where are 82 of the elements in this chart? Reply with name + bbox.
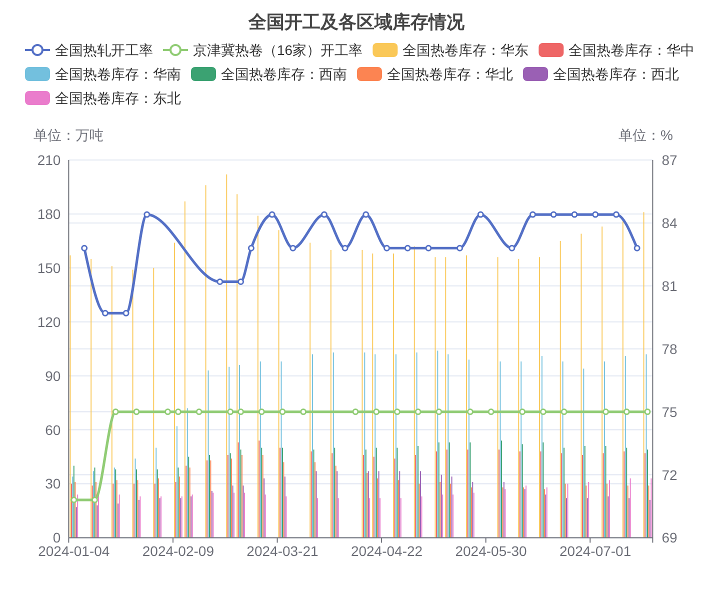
legend-label: 全国热卷库存：西北 — [553, 66, 679, 82]
chart-title: 全国开工及各区域库存情况 — [248, 12, 466, 32]
y-tick-label: 180 — [37, 206, 61, 222]
point — [488, 408, 494, 416]
point — [404, 244, 411, 252]
point — [102, 310, 108, 316]
y-tick-label: 120 — [37, 314, 61, 330]
y-tick-label: 0 — [52, 530, 61, 546]
y2-tick-label: 78 — [662, 340, 678, 357]
legend-label: 京津冀热卷（16家）开工率 — [193, 42, 363, 58]
point — [477, 211, 484, 218]
point — [342, 244, 348, 252]
point — [508, 244, 516, 252]
x-tick-label: 2024-04-22 — [350, 543, 423, 559]
point — [133, 408, 140, 416]
point — [258, 408, 265, 416]
point — [530, 211, 536, 218]
point — [196, 408, 202, 416]
point — [612, 211, 620, 218]
legend-label: 全国热卷库存：华中 — [568, 42, 695, 58]
y2-tick-label: 87 — [662, 152, 678, 168]
legend-label: 全国热卷库存：西南 — [221, 66, 347, 82]
y2-tick-label: 84 — [662, 214, 678, 231]
point — [436, 408, 442, 416]
point — [623, 408, 630, 416]
y2-tick-label: 69 — [662, 530, 678, 546]
y2-tick-label: 72 — [662, 466, 678, 483]
point — [602, 408, 610, 416]
point — [216, 278, 224, 285]
point — [238, 278, 244, 285]
point — [112, 408, 119, 416]
y-tick-label: 150 — [37, 260, 61, 276]
point — [634, 244, 640, 252]
legend-label: 全国热卷库存：华东 — [402, 42, 529, 58]
y-tick-label: 90 — [45, 368, 61, 384]
point — [362, 211, 370, 218]
point — [122, 310, 130, 316]
point — [268, 211, 276, 218]
y-tick-label: 210 — [37, 152, 61, 168]
y2-tick-label: 81 — [662, 278, 678, 294]
point — [279, 408, 286, 416]
point — [519, 408, 526, 416]
point — [571, 211, 578, 218]
y2-tick-label: 75 — [662, 404, 678, 420]
point — [425, 244, 432, 252]
y-tick-label: 30 — [45, 476, 61, 492]
point — [164, 408, 172, 416]
legend-label: 全国热卷库存：华南 — [55, 66, 181, 82]
y2-axis-title: 单位：% — [618, 127, 673, 143]
point — [290, 244, 296, 252]
point — [92, 496, 98, 504]
point — [300, 408, 307, 416]
point — [560, 408, 568, 416]
x-tick-label: 2024-01-04 — [38, 543, 110, 559]
point — [227, 408, 234, 416]
point — [373, 408, 380, 416]
x-tick-label: 2024-05-30 — [455, 543, 528, 559]
legend-label: 全国热卷库存：华北 — [387, 66, 513, 82]
x-tick-label: 2024-02-09 — [142, 543, 214, 559]
point — [320, 211, 328, 218]
x-tick-label: 2024-03-21 — [246, 543, 318, 559]
point — [174, 408, 182, 416]
point — [352, 408, 359, 416]
y-axis-title: 单位：万吨 — [34, 127, 104, 143]
legend-label: 全国热卷库存：东北 — [55, 90, 181, 106]
point — [394, 408, 400, 416]
point — [384, 244, 390, 252]
point — [644, 408, 651, 416]
x-tick-label: 2024-07-01 — [560, 543, 632, 559]
point — [248, 244, 254, 252]
point — [238, 408, 244, 416]
point — [144, 211, 150, 218]
point — [81, 244, 88, 252]
y-tick-label: 60 — [45, 422, 61, 438]
point — [592, 211, 599, 218]
point — [414, 408, 422, 416]
point — [456, 244, 464, 252]
point — [70, 496, 78, 504]
legend-label: 全国热轧开工率 — [55, 42, 153, 58]
point — [466, 408, 474, 416]
point — [550, 211, 557, 218]
point — [540, 408, 546, 416]
